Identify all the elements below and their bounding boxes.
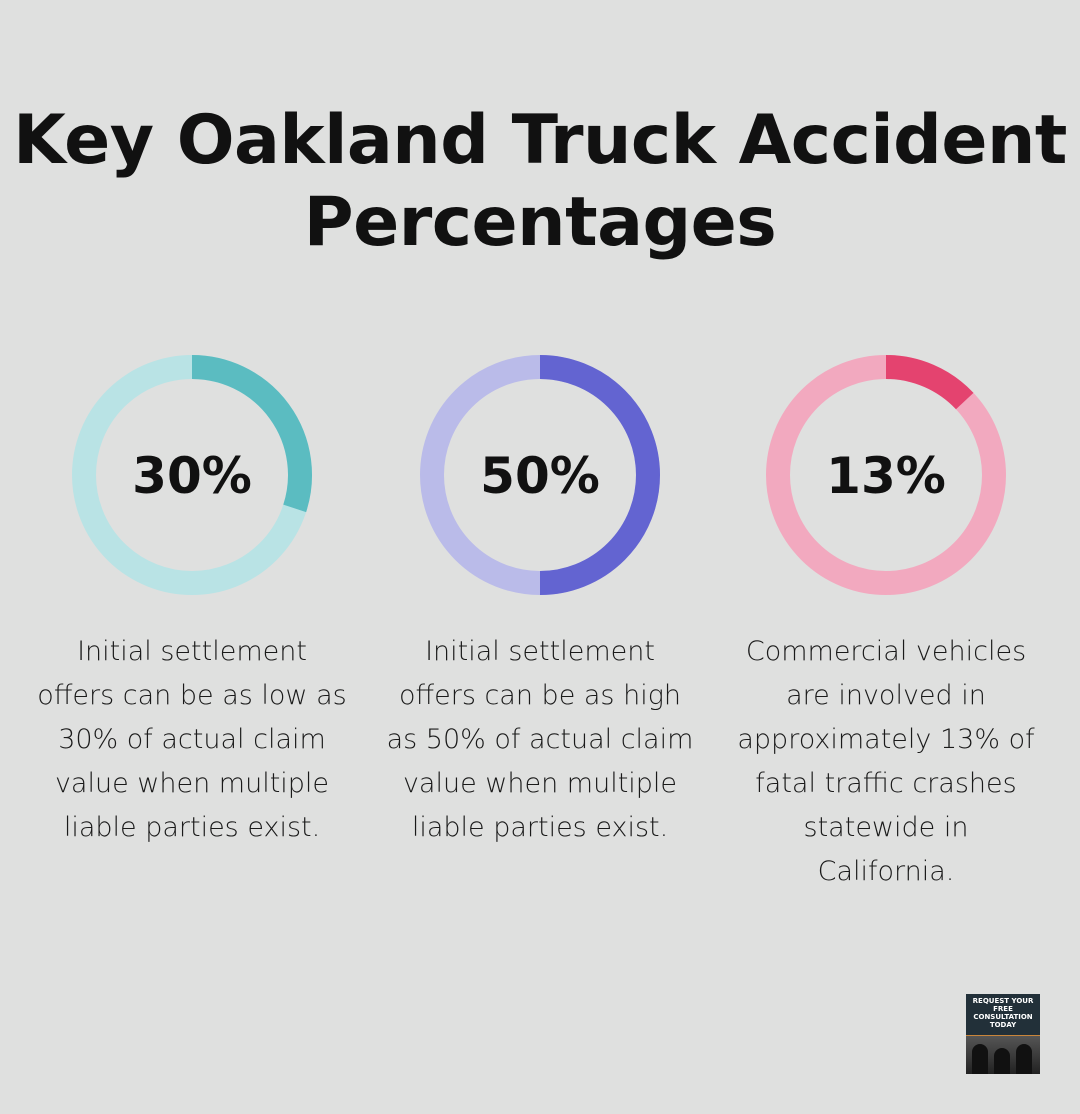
stat-description: Initial settlement offers can be as high…	[386, 636, 694, 843]
donut-value-label: 30%	[132, 447, 252, 505]
stat-description: Initial settlement offers can be as low …	[37, 636, 347, 843]
consultation-badge[interactable]: REQUEST YOUR FREE CONSULTATION TODAY	[966, 994, 1040, 1074]
stat-card-1: 50% Initial settlement offers can be as …	[375, 350, 705, 850]
stat-card-0: 30% Initial settlement offers can be as …	[27, 350, 357, 850]
donut-chart: 13%	[766, 355, 1006, 595]
stat-description: Commercial vehicles are involved in appr…	[737, 636, 1035, 887]
donut-value-arc	[885, 355, 974, 410]
donut-chart: 30%	[72, 355, 312, 595]
donut-value-label: 13%	[826, 447, 946, 505]
page-title: Key Oakland Truck Accident Percentages	[13, 101, 1067, 262]
team-photo	[966, 1035, 1040, 1074]
badge-text: REQUEST YOUR FREE CONSULTATION TODAY	[972, 997, 1034, 1029]
donut-value-arc	[191, 355, 312, 513]
donut-chart: 50%	[420, 355, 660, 595]
donut-value-label: 50%	[480, 447, 600, 505]
donut-value-arc	[539, 355, 660, 595]
stat-card-2: 13% Commercial vehicles are involved in …	[721, 350, 1051, 894]
